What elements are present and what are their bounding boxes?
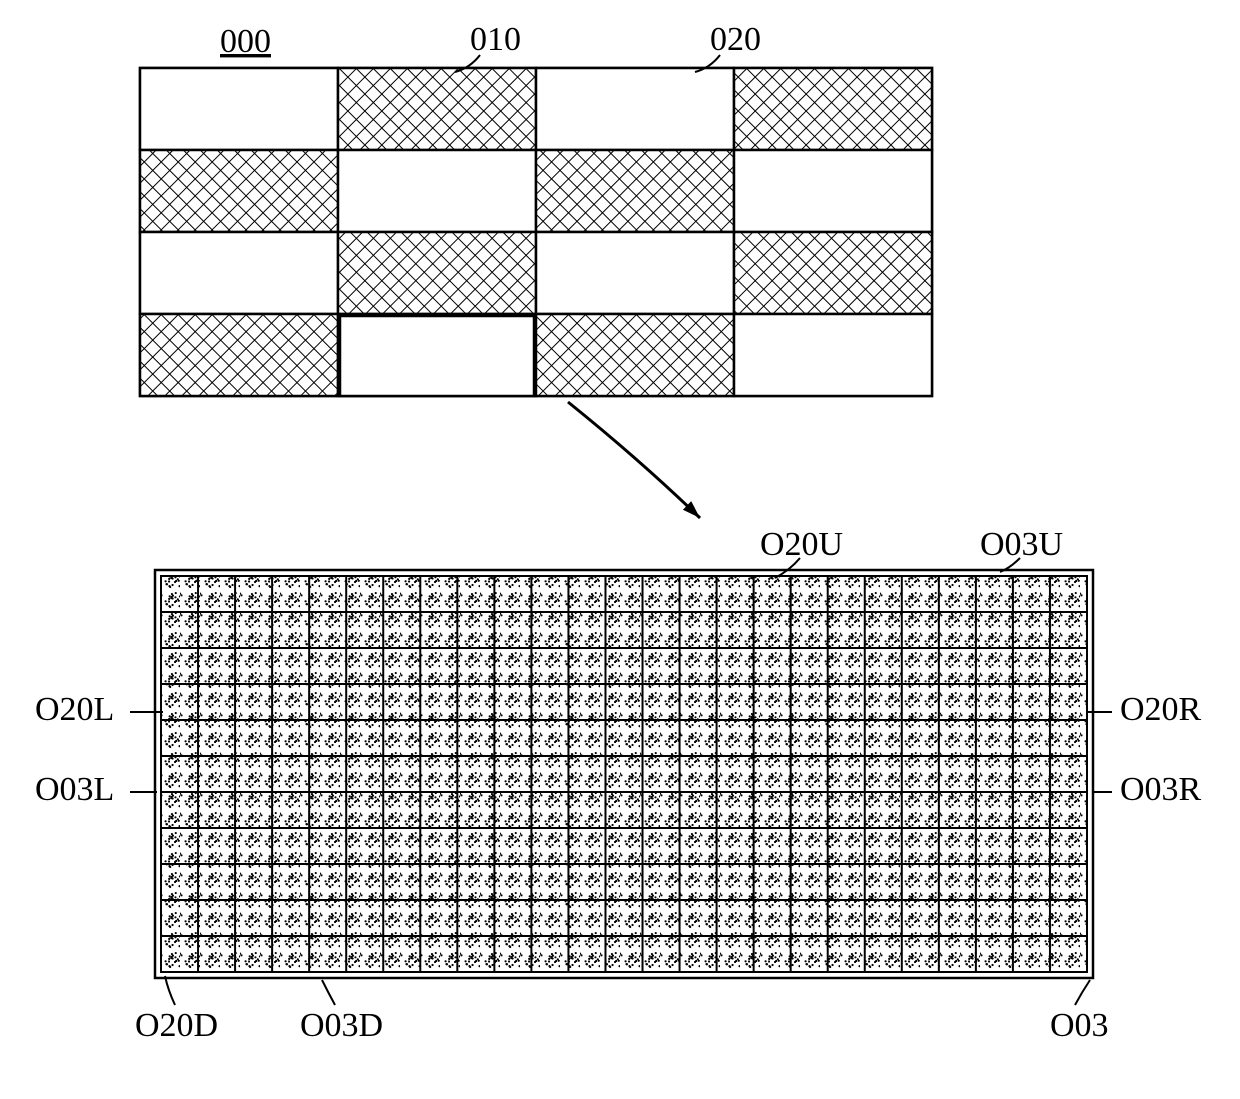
cell-shaded [338, 68, 536, 150]
label-O20R: O20R [1120, 691, 1202, 728]
label-O03D: O03D [300, 1007, 383, 1044]
label-O20D: O20D [135, 1007, 218, 1044]
diagram-svg: 000 010 020 O20U O03U O20L O03L O20R O03R O20D O03… [0, 0, 1240, 1099]
figure-root: 000 010 020 O20U O03U O20L O03L O20R O03R O20D O03… [0, 0, 1240, 1099]
cell-plain [734, 150, 932, 232]
label-O20U: O20U [760, 526, 843, 563]
cell-plain [338, 150, 536, 232]
label-O03L: O03L [35, 771, 114, 808]
label-O03U: O03U [980, 526, 1063, 563]
cell-plain [536, 232, 734, 314]
cell-shaded [734, 68, 932, 150]
cell-plain [140, 232, 338, 314]
cell-shaded [140, 314, 338, 396]
top-checker-grid [140, 68, 932, 396]
label-000: 000 [220, 23, 271, 60]
cell-shaded [734, 232, 932, 314]
label-O20L: O20L [35, 691, 114, 728]
cell-shaded [140, 150, 338, 232]
label-O03: O03 [1050, 1007, 1109, 1044]
cell-shaded [338, 232, 536, 314]
cell-plain [140, 68, 338, 150]
cell-plain [536, 68, 734, 150]
label-020: 020 [710, 21, 761, 58]
label-010: 010 [470, 21, 521, 58]
label-O03R: O03R [1120, 771, 1202, 808]
cell-plain [734, 314, 932, 396]
cell-shaded [536, 314, 734, 396]
bottom-pixel-grid [155, 570, 1093, 978]
cell-shaded [536, 150, 734, 232]
